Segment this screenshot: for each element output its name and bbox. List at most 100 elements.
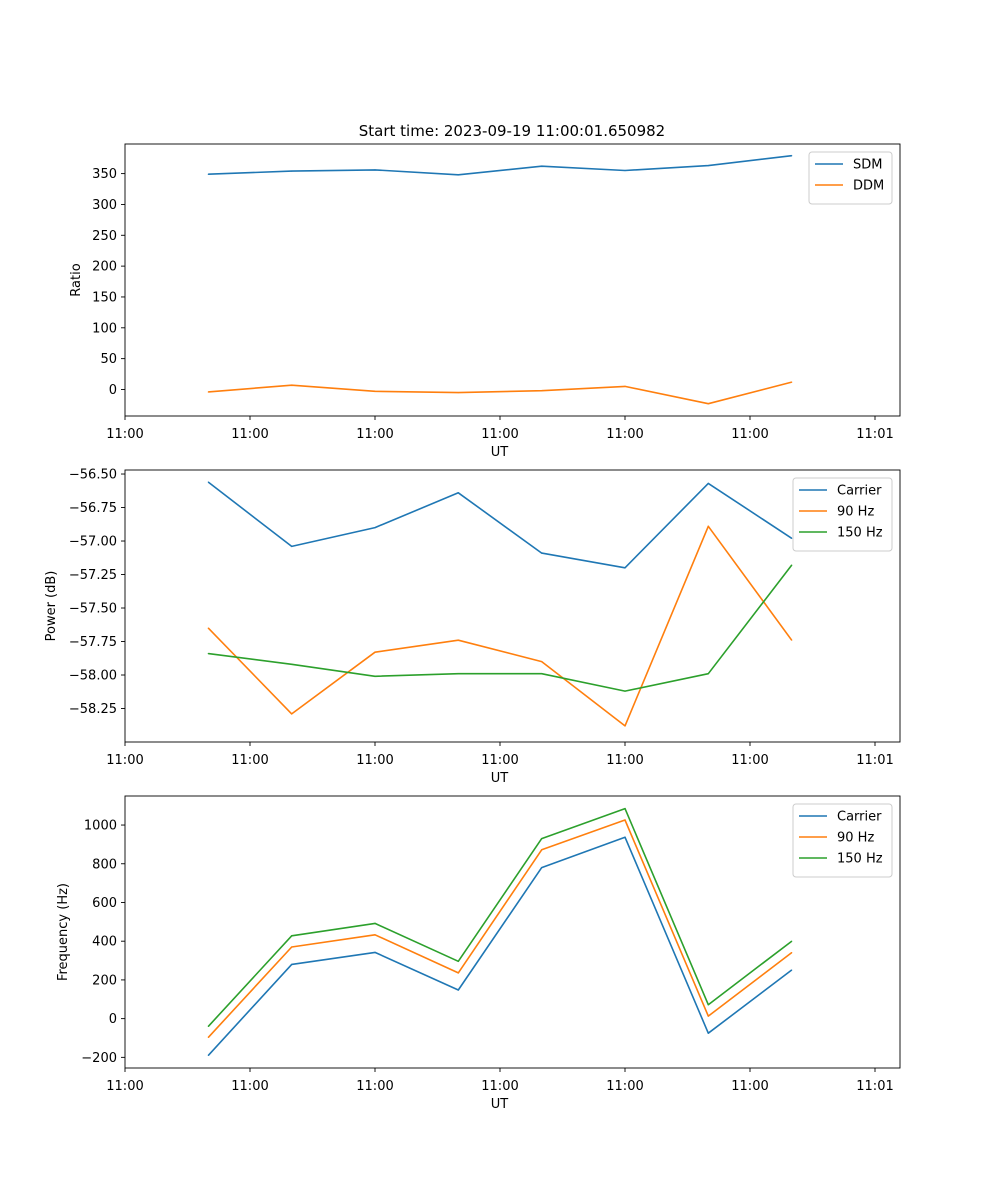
data-point	[207, 652, 209, 655]
y-tick-label: 400	[92, 935, 117, 950]
y-tick-label: 300	[92, 198, 117, 213]
x-tick-label: 11:00	[606, 427, 643, 442]
data-point	[791, 969, 793, 971]
data-point	[291, 545, 293, 547]
data-point	[374, 934, 376, 936]
y-tick-label: 200	[92, 260, 117, 275]
subplot-1: 0 50 100 150 200 250 300 350 11:00 11:00 11:00 11:0…	[69, 143, 901, 460]
data-point	[291, 170, 293, 172]
data-point	[541, 867, 543, 869]
y-tick-label: 800	[92, 857, 117, 872]
x-tick-label: 11:00	[731, 753, 768, 768]
data-point	[624, 385, 626, 387]
data-point	[457, 989, 459, 991]
x-tick-label: 11:00	[481, 753, 518, 768]
figure-title: Start time: 2023-09-19 11:00:01.650982	[359, 122, 665, 140]
y-tick-label: 50	[100, 352, 117, 367]
series-line-sdm	[208, 154, 792, 176]
x-tick-label: 11:00	[731, 1079, 768, 1094]
series-line-150-hz	[207, 807, 793, 1027]
legend-label: 150 Hz	[837, 852, 883, 867]
data-point	[791, 940, 793, 942]
data-point	[707, 1004, 709, 1006]
data-point	[624, 807, 626, 810]
data-point	[624, 690, 626, 692]
y-axis-label: Frequency (Hz)	[56, 883, 71, 981]
data-point	[374, 390, 376, 392]
data-point	[541, 849, 543, 851]
legend-box	[808, 151, 893, 205]
data-point	[457, 174, 459, 176]
data-point	[791, 952, 793, 954]
y-tick-label: 150	[92, 290, 117, 305]
x-tick-label: 11:00	[356, 1079, 393, 1094]
data-point	[707, 403, 709, 405]
y-tick-label: −57.50	[69, 602, 117, 617]
series-line-90-hz	[207, 525, 793, 727]
y-tick-label: −58.00	[69, 669, 117, 684]
y-tick-label: −58.25	[69, 702, 117, 717]
y-tick-label: −57.00	[69, 535, 117, 550]
data-point	[707, 525, 709, 527]
data-point	[207, 391, 209, 393]
data-point	[541, 552, 543, 554]
data-point	[541, 165, 543, 167]
data-point	[291, 384, 293, 386]
x-axis-label: UT	[491, 445, 509, 460]
y-tick-label: 0	[109, 1012, 117, 1027]
data-point	[207, 481, 209, 483]
data-point	[291, 935, 293, 937]
data-point	[707, 482, 709, 484]
x-tick-label: 11:00	[731, 427, 768, 442]
data-point	[707, 673, 709, 675]
data-point	[374, 675, 376, 677]
x-tick-label: 11:00	[356, 427, 393, 442]
data-point	[541, 661, 543, 663]
data-point	[374, 951, 376, 954]
x-tick-label: 11:00	[481, 1079, 518, 1094]
data-point	[291, 663, 293, 665]
data-point	[624, 169, 626, 172]
y-axis-label: Power (dB)	[44, 571, 59, 642]
data-point	[457, 391, 459, 394]
legend-label: 90 Hz	[837, 505, 874, 520]
x-tick-label: 11:00	[606, 753, 643, 768]
data-point	[374, 922, 376, 924]
legend: Carrier 90 Hz 150 Hz	[792, 803, 893, 878]
y-tick-label: −200	[81, 1051, 117, 1066]
y-tick-label: 600	[92, 896, 117, 911]
y-tick-label: 0	[109, 383, 117, 398]
plot-area	[124, 795, 901, 1069]
x-axis-label: UT	[491, 1097, 509, 1112]
y-axis-label: Ratio	[69, 263, 84, 296]
x-tick-label: 11:01	[856, 427, 893, 442]
data-point	[207, 1025, 209, 1027]
data-point	[541, 673, 543, 675]
y-tick-label: 250	[92, 229, 117, 244]
series-line-carrier	[207, 836, 793, 1056]
series-line-carrier	[207, 481, 793, 569]
series-line-90-hz	[207, 819, 793, 1038]
data-point	[457, 639, 459, 641]
y-tick-label: 1000	[84, 819, 117, 834]
data-point	[624, 819, 626, 821]
legend-label: Carrier	[837, 810, 882, 825]
data-point	[374, 527, 376, 529]
y-tick-label: 100	[92, 321, 117, 336]
data-point	[541, 390, 543, 392]
data-point	[291, 946, 293, 948]
y-tick-label: −57.75	[69, 635, 117, 650]
x-tick-label: 11:00	[481, 427, 518, 442]
data-point	[207, 173, 209, 175]
data-point	[457, 673, 459, 675]
data-point	[791, 639, 793, 641]
data-point	[707, 1015, 709, 1017]
data-point	[791, 155, 793, 157]
x-tick-label: 11:00	[606, 1079, 643, 1094]
series-line-150-hz	[208, 564, 793, 692]
x-tick-label: 11:00	[106, 753, 143, 768]
legend: SDM DDM	[808, 151, 893, 205]
legend-label: SDM	[853, 158, 882, 173]
data-point	[707, 1032, 709, 1034]
